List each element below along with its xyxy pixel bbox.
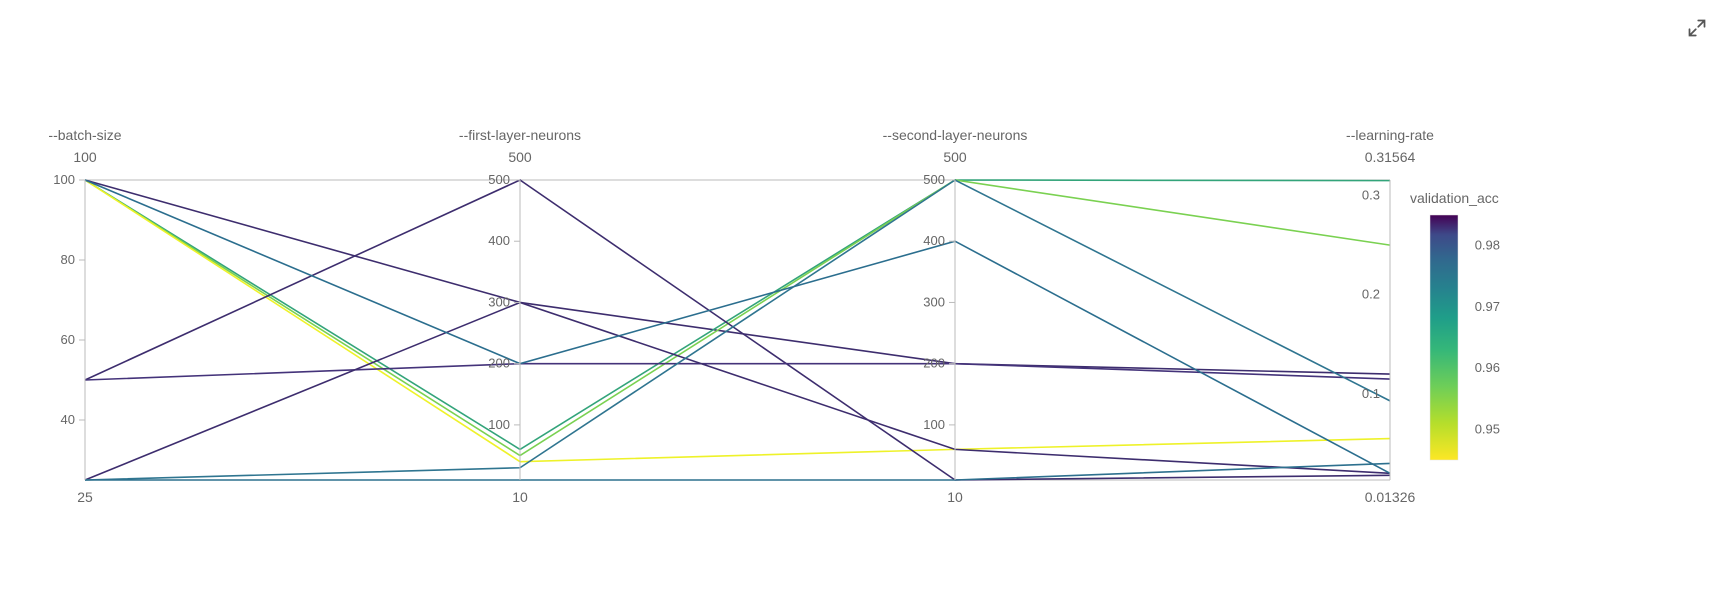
- axis-top-value: 100: [73, 149, 97, 165]
- axis-tick-label: 300: [488, 294, 510, 309]
- axis-top-value: 0.31564: [1365, 149, 1416, 165]
- axis-top-value: 500: [943, 149, 967, 165]
- colorbar-title: validation_acc: [1410, 190, 1499, 206]
- run-line[interactable]: [85, 180, 1390, 473]
- expand-icon[interactable]: [1687, 18, 1707, 38]
- axis-title: --batch-size: [48, 127, 121, 143]
- axis-tick-label: 0.1: [1362, 386, 1380, 401]
- axis-tick-label: 0.2: [1362, 287, 1380, 302]
- axis-tick-label: 40: [61, 412, 75, 427]
- axis-tick-label: 200: [923, 356, 945, 371]
- run-line[interactable]: [85, 180, 1390, 480]
- axis-tick-label: 100: [53, 172, 75, 187]
- run-line[interactable]: [85, 180, 1390, 456]
- axis-tick-label: 60: [61, 332, 75, 347]
- colorbar: [1430, 215, 1458, 460]
- axis-title: --second-layer-neurons: [883, 127, 1028, 143]
- run-line[interactable]: [85, 364, 1390, 380]
- axis-tick-label: 100: [488, 417, 510, 432]
- colorbar-tick-label: 0.97: [1475, 299, 1500, 314]
- run-line[interactable]: [85, 180, 1390, 374]
- run-line[interactable]: [85, 180, 1390, 462]
- colorbar-tick-label: 0.95: [1475, 421, 1500, 436]
- axis-title: --learning-rate: [1346, 127, 1434, 143]
- colorbar-tick-label: 0.96: [1475, 360, 1500, 375]
- axis-tick-label: 80: [61, 252, 75, 267]
- axis-tick-label: 0.3: [1362, 188, 1380, 203]
- chart-canvas: --batch-size 100 25 40 60 80 100 --first-layer-…: [0, 0, 1735, 616]
- axis-top-value: 500: [508, 149, 532, 165]
- axis-tick-label: 500: [923, 172, 945, 187]
- axis-bottom-value: 25: [77, 489, 93, 505]
- axis-tick-label: 400: [488, 233, 510, 248]
- axis-tick-label: 500: [488, 172, 510, 187]
- axis-tick-label: 400: [923, 233, 945, 248]
- colorbar-tick-label: 0.98: [1475, 238, 1500, 253]
- axis-bottom-value: 0.01326: [1365, 489, 1416, 505]
- run-line[interactable]: [85, 180, 1390, 449]
- axis-tick-label: 300: [923, 294, 945, 309]
- axis-bottom-value: 10: [947, 489, 963, 505]
- parallel-coords-chart: --batch-size 100 25 40 60 80 100 --first-layer-…: [0, 0, 1735, 616]
- axis-tick-label: 100: [923, 417, 945, 432]
- axis-bottom-value: 10: [512, 489, 528, 505]
- axis-tick-label: 200: [488, 356, 510, 371]
- axis-title: --first-layer-neurons: [459, 127, 581, 143]
